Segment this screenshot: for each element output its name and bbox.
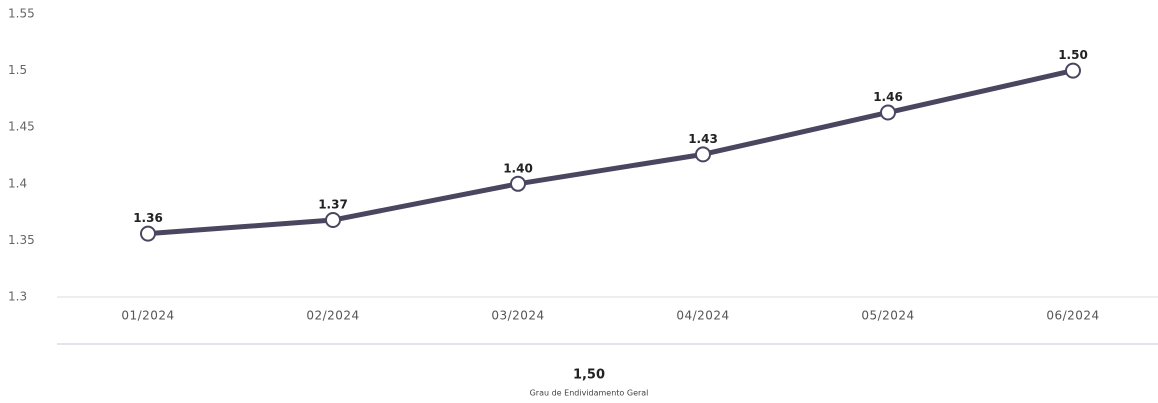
x-tick-label: 05/2024 (861, 309, 914, 323)
y-tick-label: 1.4 (8, 176, 27, 190)
data-label: 1.36 (133, 211, 163, 225)
x-tick-label: 06/2024 (1046, 309, 1099, 323)
x-tick-label: 04/2024 (676, 309, 729, 323)
x-tick-label: 01/2024 (121, 309, 174, 323)
y-tick-label: 1.55 (8, 7, 35, 21)
point (695, 146, 711, 163)
x-tick-label: 03/2024 (491, 309, 544, 323)
point (880, 104, 896, 121)
point (1065, 62, 1081, 79)
data-label: 1.40 (503, 161, 533, 175)
summary-value: 1,50 (573, 368, 605, 383)
data-label: 1.46 (873, 90, 903, 104)
y-tick-label: 1.3 (8, 290, 27, 304)
point (510, 175, 526, 192)
point (325, 212, 341, 229)
data-label: 1.50 (1058, 48, 1088, 62)
y-tick-label: 1.5 (8, 63, 27, 77)
line (147, 68, 1074, 237)
summary-label: Grau de Endividamento Geral (530, 389, 649, 398)
point (140, 225, 156, 242)
x-tick-label: 02/2024 (306, 309, 359, 323)
y-tick-label: 1.45 (8, 120, 35, 134)
data-label: 1.37 (318, 198, 348, 212)
y-tick-label: 1.35 (8, 233, 35, 247)
data-label: 1.43 (688, 132, 718, 146)
